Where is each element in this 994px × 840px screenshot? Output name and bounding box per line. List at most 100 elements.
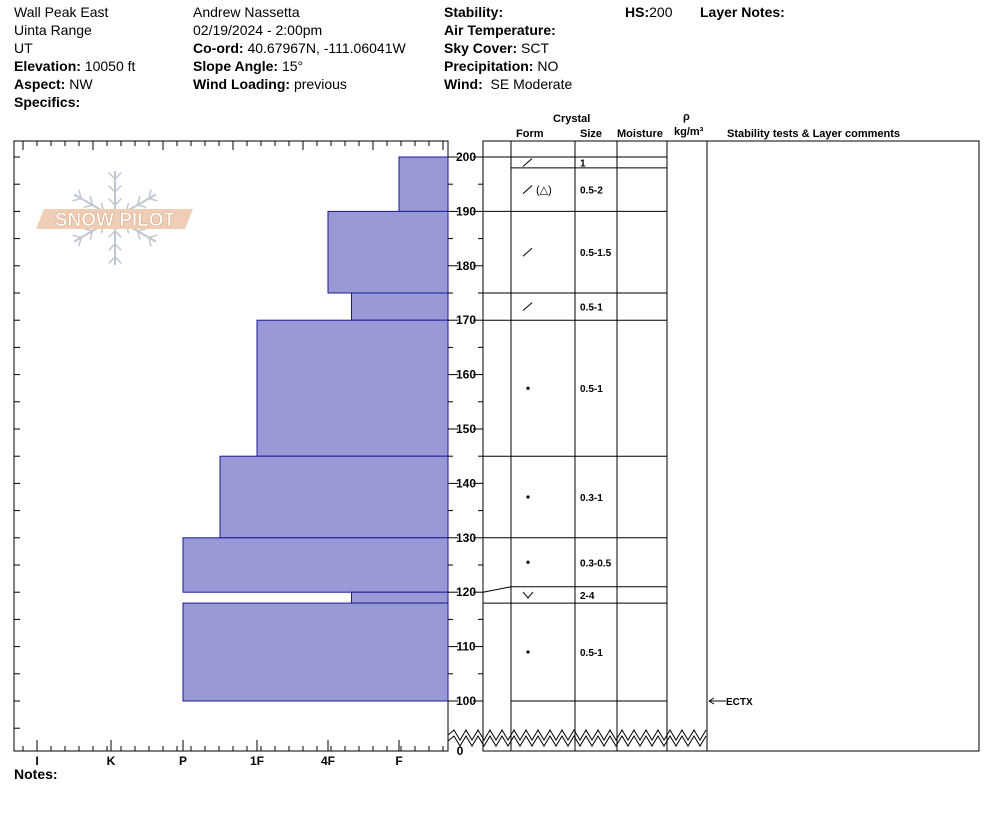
grain-form-symbol (522, 247, 533, 257)
grain-form-symbol (526, 650, 530, 654)
observation-datetime: 02/19/2024 - 2:00pm (193, 22, 323, 38)
precip-field: Precipitation: NO (444, 57, 558, 75)
height-tick-label: 130 (456, 531, 476, 545)
axis-break-upper (447, 729, 707, 741)
crystal-table: 1 0.5-2 (△) 0.5-1.5 0.5-1 0.5-1 0.3-1 0.3-0.5 2-… (482, 156, 667, 702)
snowflake-branch (72, 197, 82, 202)
snowflake-branch (137, 227, 147, 232)
sky-cover-field: Sky Cover: SCT (444, 39, 549, 57)
snowflake-branch (108, 172, 116, 180)
height-tick-label: 180 (456, 259, 476, 273)
rg-symbol (526, 386, 530, 390)
snowflake-branch (83, 204, 93, 209)
height-tick-label: 140 (456, 476, 476, 490)
snowflake-branch (108, 185, 116, 193)
logo-text: SNOW PILOT (55, 210, 176, 231)
hardness-bar (327, 210, 449, 294)
air-temp-field: Air Temperature: (444, 21, 556, 39)
rho-header: ρ (683, 111, 690, 123)
sh-symbol (522, 591, 534, 599)
snowflake-branch (78, 237, 82, 247)
crystal-size: 0.3-0.5 (580, 558, 612, 569)
snowflake-branch (137, 204, 147, 209)
crystal-size: 0.5-1 (580, 384, 603, 395)
hardness-tick-label: P (179, 754, 187, 768)
hardness-bar (182, 602, 449, 702)
crystal-size: 0.5-1 (580, 303, 603, 314)
snowflake-branch (136, 230, 141, 240)
snowflake-branch (148, 189, 152, 199)
sky-cover-value: SCT (521, 40, 550, 56)
crystal-size: 0.5-1.5 (580, 248, 612, 259)
grain-form-symbol (522, 591, 534, 599)
form-header: Form (516, 128, 544, 140)
hardness-tick-label: 1F (250, 754, 264, 768)
snowflake-branch (114, 230, 122, 238)
range-name: Uinta Range (14, 22, 92, 38)
slope-field: Slope Angle: 15° (193, 57, 303, 75)
height-tick-label: 170 (456, 313, 476, 327)
height-tick-label: 100 (456, 694, 476, 708)
elevation-value: 10050 ft (84, 58, 136, 74)
aspect-value: NW (69, 76, 93, 92)
snowflake-branch (108, 198, 116, 206)
df-symbol (522, 247, 533, 257)
moisture-header: Moisture (617, 128, 663, 140)
snowflake-branch (114, 256, 122, 264)
hardness-bar (256, 319, 449, 457)
snowflake-branch (108, 243, 116, 251)
hs-value: 200 (649, 4, 673, 20)
profile-table-frame (482, 140, 980, 752)
snowflake-branch (78, 189, 82, 199)
grain-form-symbol (522, 302, 533, 311)
coord-field: Co-ord: 40.67967N, -111.06041W (193, 39, 406, 57)
snowflake-branch (89, 230, 94, 240)
wind-loading-label: Wind Loading: (193, 76, 291, 92)
rg-symbol (526, 650, 530, 654)
grain-form-symbol: (△) (522, 185, 552, 197)
crystal-size: 1 (580, 158, 586, 169)
snowflake-branch (148, 197, 158, 202)
specifics-label: Specifics: (14, 94, 81, 110)
precip-label: Precipitation: (444, 58, 534, 74)
crystal-size: 0.5-1 (580, 648, 603, 659)
coord-label: Co-ord: (193, 40, 244, 56)
elevation-field: Elevation: 10050 ft (14, 57, 135, 75)
wind-label: Wind: (444, 76, 483, 92)
hardness-bar (351, 292, 449, 321)
height-tick-label: 150 (456, 422, 476, 436)
layer-notes-label: Layer Notes: (700, 4, 785, 20)
grain-form-symbol (526, 495, 530, 499)
snowflake-branch (114, 172, 122, 180)
notes-label: Notes: (14, 766, 58, 782)
snowflake-branch (83, 227, 93, 232)
stability-label: Stability: (444, 4, 504, 20)
height-tick-label: 200 (456, 150, 476, 164)
snowflake-branch (148, 234, 158, 239)
sh-secondary-symbol: (△) (536, 185, 552, 197)
snowflake-branch (114, 243, 122, 251)
size-header: Size (580, 128, 603, 140)
height-tick-label: 190 (456, 204, 476, 218)
test-arrow (708, 697, 726, 705)
hardness-bar (182, 537, 449, 593)
grain-form-symbol (526, 560, 530, 564)
hardness-bar (398, 156, 449, 212)
snowflake-branch (108, 256, 116, 264)
height-zero-label: 0 (457, 744, 464, 758)
wind-loading-field: Wind Loading: previous (193, 75, 347, 93)
density-unit-header: kg/m³ (674, 126, 704, 138)
coord-value: 40.67967N, -111.06041W (247, 40, 406, 56)
hs-label: HS: (625, 4, 650, 20)
grain-form-symbol (526, 386, 530, 390)
hardness-tick-label: K (107, 754, 116, 768)
height-tick-label: 120 (456, 585, 476, 599)
snowpilot-logo: SNOW PILOT (36, 171, 193, 265)
aspect-field: Aspect: NW (14, 75, 93, 93)
location-name: Wall Peak East (14, 4, 109, 20)
height-connector (482, 586, 512, 593)
specifics-field: Specifics: (14, 93, 80, 111)
axis-break-lower (447, 735, 707, 747)
chart-frames (13, 140, 980, 752)
